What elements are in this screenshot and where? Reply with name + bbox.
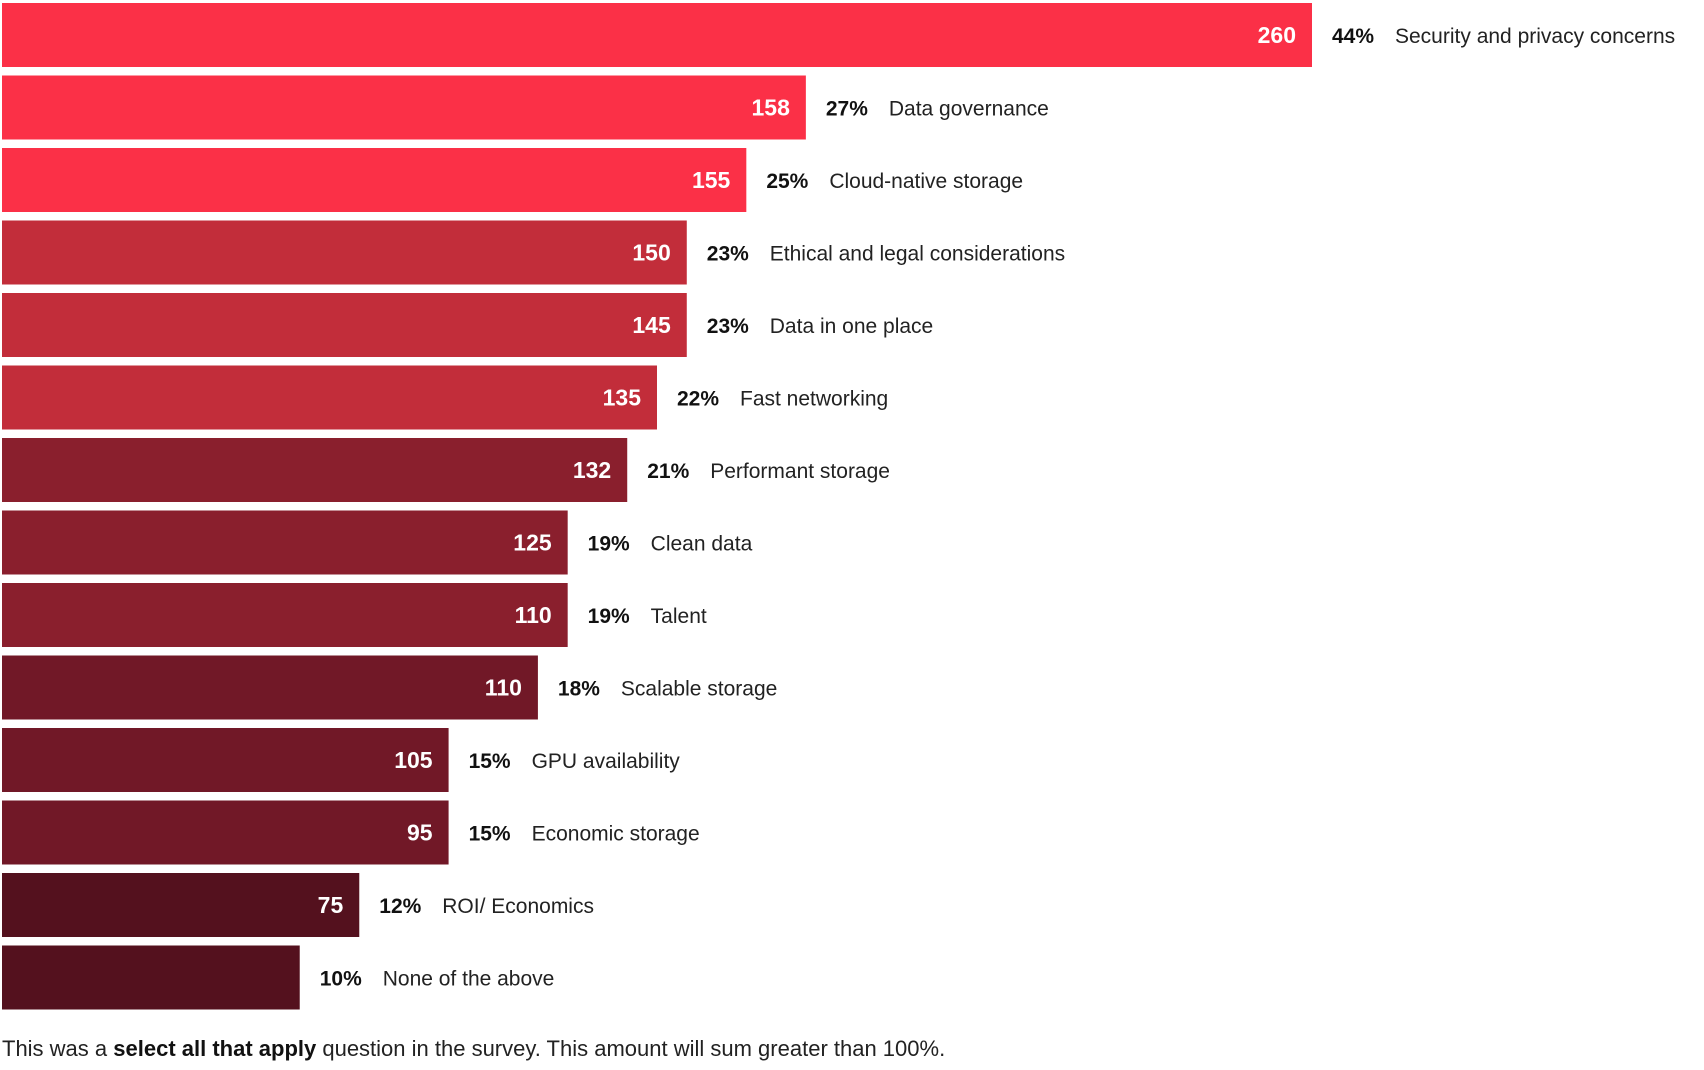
bar-value-label: 105 [394, 747, 433, 773]
bar-row-scalable-storage: 110 18% Scalable storage [2, 655, 777, 720]
bar-clean-data [2, 510, 568, 575]
category-label: Scalable storage [621, 678, 777, 701]
bar-scalable-storage [2, 655, 538, 720]
bar-ethical-and-legal-considerations [2, 220, 687, 285]
bar-value-label: 110 [485, 675, 522, 701]
bar-percent-label: 12% [379, 895, 421, 918]
bar-percent-label: 27% [826, 98, 868, 121]
bar-none-of-the-above [2, 945, 300, 1010]
bar-row-talent: 110 19% Talent [2, 583, 707, 647]
bar-data-governance [2, 75, 806, 140]
bar-talent [2, 583, 568, 647]
bar-percent-label: 23% [707, 315, 749, 338]
bar-chart: 260 44% Security and privacy concerns 158 27… [2, 3, 1675, 1010]
bar-value-label: 260 [1258, 22, 1296, 48]
bar-percent-label: 15% [469, 823, 511, 846]
bar-cloud-native-storage [2, 148, 747, 212]
footnote-text-start: This was a [2, 1036, 114, 1061]
category-label: Cloud-native storage [829, 170, 1023, 193]
bar-percent-label: 19% [588, 533, 630, 556]
bar-percent-label: 44% [1332, 25, 1374, 48]
category-label: GPU availability [532, 750, 681, 773]
bar-data-in-one-place [2, 293, 687, 357]
bar-row-ethical-and-legal-considerations: 150 23% Ethical and legal considerations [2, 220, 1065, 285]
category-label: None of the above [383, 968, 555, 991]
bar-row-clean-data: 125 19% Clean data [2, 510, 753, 575]
category-label: Performant storage [710, 460, 890, 483]
bar-value-label: 135 [603, 385, 642, 411]
bar-value-label: 75 [318, 892, 344, 918]
bar-value-label: 110 [515, 602, 552, 628]
bar-row-roi-economics: 75 12% ROI/ Economics [2, 873, 594, 937]
bar-gpu-availability [2, 728, 449, 792]
bar-value-label: 125 [513, 530, 552, 556]
footnote-text-end: question in the survey. This amount will… [316, 1036, 946, 1061]
bar-row-performant-storage: 132 21% Performant storage [2, 438, 890, 502]
bar-row-none-of-the-above: 10% None of the above [2, 945, 555, 1010]
bar-roi-economics [2, 873, 360, 937]
footnote-emphasis: select all that apply [113, 1036, 317, 1061]
bar-percent-label: 25% [766, 170, 808, 193]
bar-value-label: 145 [632, 312, 671, 338]
category-label: Data in one place [770, 315, 933, 338]
category-label: Data governance [889, 98, 1049, 121]
category-label: Economic storage [532, 823, 700, 846]
bar-value-label: 132 [573, 457, 611, 483]
bar-row-cloud-native-storage: 155 25% Cloud-native storage [2, 148, 1023, 212]
category-label: Security and privacy concerns [1395, 25, 1675, 48]
bar-percent-label: 22% [677, 388, 719, 411]
bar-percent-label: 23% [707, 243, 749, 266]
bar-percent-label: 18% [558, 678, 600, 701]
bar-value-label: 95 [407, 820, 433, 846]
bar-performant-storage [2, 438, 628, 502]
bar-value-label: 158 [751, 95, 790, 121]
bar-row-gpu-availability: 105 15% GPU availability [2, 728, 680, 792]
bar-security-and-privacy-concerns [2, 3, 1312, 67]
bar-row-fast-networking: 135 22% Fast networking [2, 365, 888, 430]
category-label: ROI/ Economics [442, 895, 594, 918]
bar-row-economic-storage: 95 15% Economic storage [2, 800, 700, 865]
survey-footnote: This was a select all that apply questio… [2, 1036, 945, 1062]
bar-row-security-and-privacy-concerns: 260 44% Security and privacy concerns [2, 3, 1675, 67]
bar-percent-label: 19% [588, 605, 630, 628]
bar-percent-label: 15% [469, 750, 511, 773]
bar-economic-storage [2, 800, 449, 865]
bar-row-data-in-one-place: 145 23% Data in one place [2, 293, 933, 357]
bar-fast-networking [2, 365, 657, 430]
bar-row-data-governance: 158 27% Data governance [2, 75, 1049, 140]
bar-value-label: 150 [632, 240, 670, 266]
bar-value-label: 155 [692, 167, 731, 193]
category-label: Clean data [651, 533, 753, 556]
category-label: Talent [651, 605, 707, 628]
category-label: Ethical and legal considerations [770, 243, 1065, 266]
category-label: Fast networking [740, 388, 888, 411]
bar-percent-label: 10% [320, 968, 362, 991]
bar-percent-label: 21% [647, 460, 689, 483]
